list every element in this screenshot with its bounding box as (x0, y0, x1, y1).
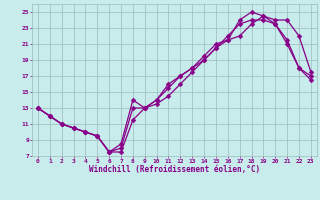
X-axis label: Windchill (Refroidissement éolien,°C): Windchill (Refroidissement éolien,°C) (89, 165, 260, 174)
